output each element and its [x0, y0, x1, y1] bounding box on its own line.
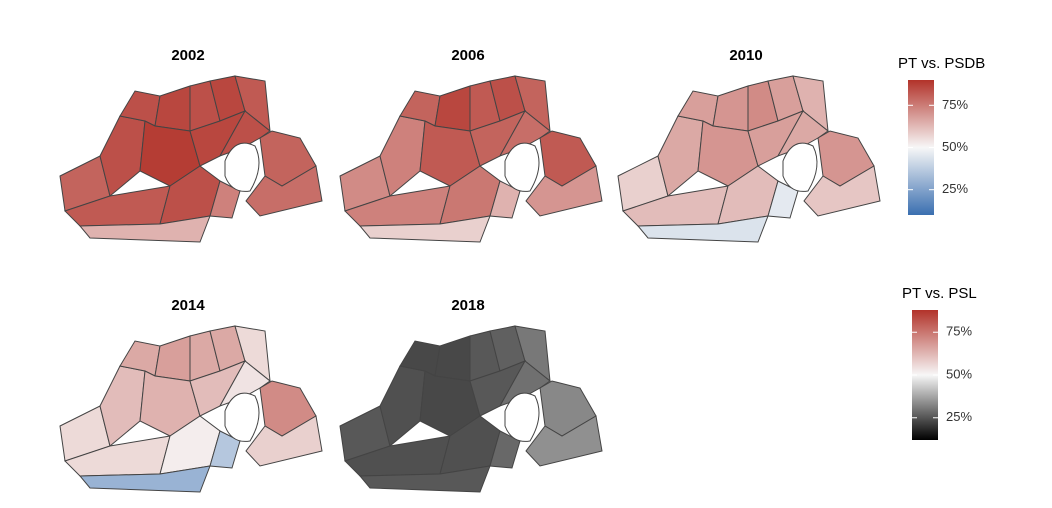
map	[339, 75, 603, 243]
region	[498, 110, 551, 157]
legend-title: PT vs. PSDB	[898, 55, 985, 72]
region	[636, 215, 769, 243]
panel-title: 2002	[171, 47, 204, 64]
legend-tick-label: 50%	[946, 366, 972, 381]
region	[78, 465, 211, 493]
region	[218, 360, 271, 407]
panel-title: 2018	[451, 297, 484, 314]
region	[358, 215, 491, 243]
region	[498, 360, 551, 407]
region	[245, 165, 323, 217]
legend-tick-label: 25%	[946, 409, 972, 424]
region	[154, 85, 191, 132]
bay	[782, 142, 818, 192]
region	[657, 115, 704, 197]
region	[245, 415, 323, 467]
region	[379, 115, 426, 197]
legend-tick-label: 25%	[942, 181, 968, 196]
panel-title: 2006	[451, 47, 484, 64]
map	[59, 325, 323, 493]
region	[434, 85, 471, 132]
legend-tick-label: 50%	[942, 139, 968, 154]
panel-title: 2014	[171, 297, 205, 314]
bay	[504, 142, 540, 192]
region	[379, 365, 426, 447]
region	[712, 85, 749, 132]
region	[358, 465, 491, 493]
region	[803, 165, 881, 217]
region	[525, 415, 603, 467]
map	[339, 325, 603, 493]
map	[59, 75, 323, 243]
panel-title: 2010	[729, 47, 762, 64]
bay	[224, 392, 260, 442]
legend-title: PT vs. PSL	[902, 285, 977, 302]
legend-tick-label: 75%	[942, 97, 968, 112]
region	[99, 365, 146, 447]
bay	[224, 142, 260, 192]
region	[776, 110, 829, 157]
region	[78, 215, 211, 243]
map	[617, 75, 881, 243]
region	[154, 335, 191, 382]
region	[434, 335, 471, 382]
region	[218, 110, 271, 157]
region	[99, 115, 146, 197]
bay	[504, 392, 540, 442]
legend-tick-label: 75%	[946, 324, 972, 339]
region	[525, 165, 603, 217]
